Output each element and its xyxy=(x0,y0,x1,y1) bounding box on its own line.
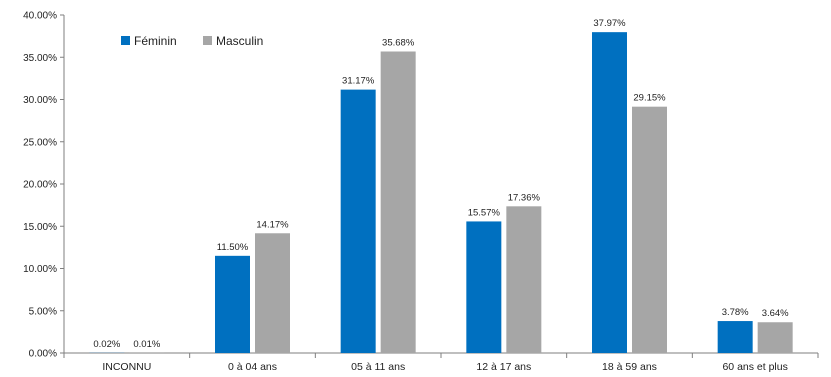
bar xyxy=(592,32,627,353)
y-tick-label: 25.00% xyxy=(23,137,57,148)
y-tick-label: 10.00% xyxy=(23,264,57,275)
data-label: 14.17% xyxy=(256,219,289,230)
data-label: 35.68% xyxy=(382,38,415,49)
data-label: 0.02% xyxy=(93,339,120,350)
x-tick-label: 12 à 17 ans xyxy=(476,361,531,373)
bar xyxy=(380,51,416,354)
bar xyxy=(717,321,753,353)
x-tick-label: 0 à 04 ans xyxy=(228,361,277,373)
y-tick-label: 30.00% xyxy=(23,95,57,106)
data-label: 37.97% xyxy=(593,18,626,29)
data-label: 29.15% xyxy=(633,93,666,104)
legend-label: Féminin xyxy=(134,34,177,48)
data-label: 31.17% xyxy=(342,76,375,87)
y-tick-label: 20.00% xyxy=(23,180,57,191)
x-axis: INCONNU 0 à 04 ans 05 à 11 ans 12 à 17 ans 1… xyxy=(63,352,819,373)
x-tick-label: 60 ans et plus xyxy=(722,361,787,373)
y-tick-label: 40.00% xyxy=(23,11,57,22)
bar xyxy=(255,233,290,353)
y-tick-label: 0.00% xyxy=(29,349,57,360)
data-label: 17.36% xyxy=(508,192,541,203)
y-tick-label: 15.00% xyxy=(23,222,57,233)
legend-swatch xyxy=(121,36,130,45)
x-tick-label: INCONNU xyxy=(102,361,151,373)
legend-swatch xyxy=(203,36,212,45)
data-labels: 0.02% 11.50% 31.17% 15.57% 37.97% 3.78% 0.01% 1… xyxy=(93,18,789,350)
bar xyxy=(757,322,793,353)
bar xyxy=(215,255,250,353)
bar xyxy=(340,89,376,354)
y-tick-label: 35.00% xyxy=(23,53,57,64)
x-tick-label: 18 à 59 ans xyxy=(602,361,657,373)
x-tick-label: 05 à 11 ans xyxy=(351,361,405,373)
data-label: 0.01% xyxy=(133,339,160,350)
legend: Féminin Masculin xyxy=(121,34,263,48)
y-tick-label: 5.00% xyxy=(29,306,57,317)
legend-label: Masculin xyxy=(216,34,263,48)
y-axis: 0.00% 5.00% 10.00% 15.00% 20.00% 25.00% 30.00%… xyxy=(23,11,65,360)
bars xyxy=(89,32,793,354)
data-label: 15.57% xyxy=(468,207,501,218)
data-label: 3.78% xyxy=(722,307,749,318)
bar xyxy=(466,221,502,353)
bar xyxy=(506,206,542,353)
bar xyxy=(632,106,667,354)
data-label: 11.50% xyxy=(217,242,249,253)
data-label: 3.64% xyxy=(762,308,789,319)
